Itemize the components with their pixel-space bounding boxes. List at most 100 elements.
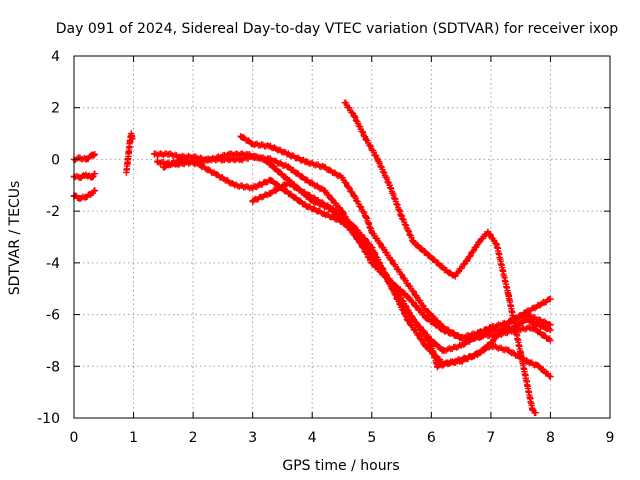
data-point xyxy=(440,326,447,334)
data-point xyxy=(341,99,349,106)
series-markers xyxy=(70,151,98,164)
data-point xyxy=(517,350,524,357)
axis-ticks: 0 1 2 3 4 5 6 7 8 9 4 2 0 -2 -4 -6 -8 -10 xyxy=(37,49,614,446)
data-point xyxy=(82,156,90,163)
data-point xyxy=(207,156,215,163)
plot-frame xyxy=(73,55,611,419)
data-series xyxy=(70,99,554,417)
data-point xyxy=(285,179,292,186)
data-point xyxy=(76,154,84,162)
data-point xyxy=(160,163,167,171)
x-axis-label: GPS time / hours xyxy=(282,458,399,474)
data-point xyxy=(434,259,441,267)
data-point xyxy=(422,313,429,321)
data-point xyxy=(166,151,173,158)
y-tick-label: -6 xyxy=(46,308,60,324)
data-point xyxy=(475,334,483,342)
series-early-d xyxy=(123,130,136,176)
x-tick-label: 9 xyxy=(606,430,615,446)
data-point xyxy=(422,249,429,256)
y-tick-label: -4 xyxy=(46,256,60,272)
data-point xyxy=(249,140,256,148)
data-point xyxy=(76,195,84,202)
y-tick-label: -10 xyxy=(37,411,60,427)
data-point xyxy=(88,152,96,159)
data-point xyxy=(249,197,256,204)
data-point xyxy=(529,324,536,331)
data-point xyxy=(285,163,292,171)
data-point xyxy=(535,363,542,370)
data-point xyxy=(151,151,158,158)
data-point xyxy=(404,293,411,300)
data-point xyxy=(463,257,471,264)
data-point xyxy=(484,228,492,236)
data-point xyxy=(374,156,381,163)
data-point xyxy=(279,171,286,179)
x-tick-label: 5 xyxy=(367,430,376,446)
data-point xyxy=(91,170,99,177)
data-point xyxy=(225,151,233,158)
data-point xyxy=(362,135,370,142)
data-point xyxy=(392,290,399,298)
data-point xyxy=(547,295,554,303)
data-point xyxy=(350,112,358,119)
y-tick-label: 4 xyxy=(51,49,60,65)
data-point xyxy=(505,326,512,334)
series-markers xyxy=(151,150,554,354)
data-point xyxy=(457,334,465,342)
data-point xyxy=(76,174,84,181)
series-early-b xyxy=(70,170,99,181)
data-point xyxy=(178,156,185,163)
data-point xyxy=(422,342,429,349)
data-point xyxy=(547,337,554,344)
data-point xyxy=(532,409,539,417)
data-point xyxy=(285,189,292,197)
data-point xyxy=(127,130,135,137)
series-arc-6 xyxy=(341,99,539,417)
data-point xyxy=(505,293,512,300)
data-point xyxy=(368,259,375,267)
y-tick-label: 2 xyxy=(51,101,60,117)
data-point xyxy=(547,326,554,334)
data-point xyxy=(125,148,132,155)
x-tick-label: 6 xyxy=(427,430,436,446)
data-point xyxy=(91,151,99,158)
series-early-c xyxy=(70,187,99,203)
series-arc-4 xyxy=(237,132,554,342)
data-point xyxy=(267,176,274,184)
x-tick-label: 2 xyxy=(189,430,198,446)
data-point xyxy=(440,347,447,354)
data-point xyxy=(457,342,465,349)
chart-title: Day 091 of 2024, Sidereal Day-to-day VTE… xyxy=(56,21,619,37)
data-point xyxy=(320,163,328,171)
data-point xyxy=(303,202,310,210)
x-tick-label: 1 xyxy=(129,430,138,446)
data-point xyxy=(410,238,417,246)
series-early-a xyxy=(70,151,99,164)
data-point xyxy=(303,176,310,184)
data-point xyxy=(297,187,304,194)
data-point xyxy=(386,254,393,261)
series-markers xyxy=(249,179,554,342)
data-point xyxy=(285,151,292,158)
data-point xyxy=(434,363,441,370)
data-point xyxy=(326,205,334,212)
data-point xyxy=(487,326,495,334)
data-point xyxy=(320,210,328,217)
data-point xyxy=(451,357,459,365)
data-point xyxy=(309,197,316,204)
data-point xyxy=(446,270,453,277)
data-point xyxy=(386,182,393,189)
data-point xyxy=(82,193,90,201)
data-point xyxy=(547,373,554,380)
data-point xyxy=(124,158,131,166)
data-point xyxy=(249,184,256,192)
data-point xyxy=(422,306,429,313)
data-point xyxy=(91,187,99,194)
data-point xyxy=(487,342,495,349)
series-markers xyxy=(70,187,98,203)
data-point xyxy=(303,158,310,166)
data-point xyxy=(505,347,512,354)
grid-lines xyxy=(74,56,610,418)
